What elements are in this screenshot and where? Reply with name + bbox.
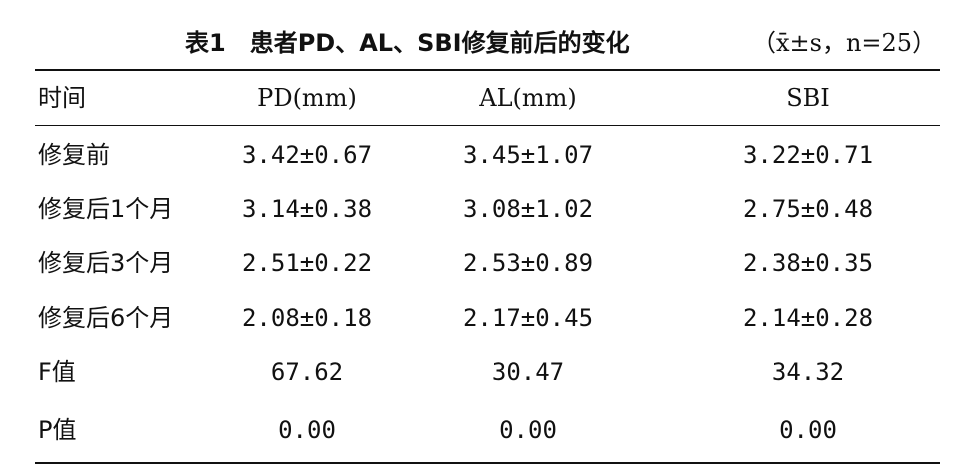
table-cell: AL(mm): [479, 84, 577, 112]
table-cell: 2.14±0.28: [742, 304, 874, 332]
table-cell: 2.53±0.89: [462, 249, 594, 277]
table-cell: 3.22±0.71: [742, 141, 874, 169]
table-cell: 2.08±0.18: [241, 304, 373, 332]
table-cell: 3.45±1.07: [462, 141, 594, 169]
table-cell: 3.08±1.02: [462, 195, 594, 223]
table-cell: 2.38±0.35: [742, 249, 874, 277]
table-cell: 2.75±0.48: [742, 195, 874, 223]
table-cell: 0.00: [278, 416, 336, 444]
table-cell: 0.00: [779, 416, 837, 444]
table-title: 表1 患者PD、AL、SBI修复前后的变化: [185, 29, 630, 57]
table-cell: 0.00: [499, 416, 557, 444]
table-cell: 30.47: [491, 358, 565, 386]
table-note: （x̄±s，n=25）: [752, 29, 937, 57]
table-cell: 3.42±0.67: [241, 141, 373, 169]
table-cell: 修复后3个月: [38, 249, 174, 277]
table-cell: 2.51±0.22: [241, 249, 373, 277]
table-cell: 修复后1个月: [38, 195, 174, 223]
table-cell: F值: [38, 358, 76, 386]
header-rule: [35, 125, 940, 126]
table-cell: 修复后6个月: [38, 304, 174, 332]
table-cell: SBI: [786, 84, 830, 112]
table-cell: PD(mm): [257, 84, 357, 112]
table-cell: 时间: [38, 84, 86, 112]
top-rule: [35, 69, 940, 71]
table-cell: 2.17±0.45: [462, 304, 594, 332]
bottom-rule: [35, 462, 940, 464]
table-cell: 67.62: [270, 358, 344, 386]
table-cell: P值: [38, 416, 77, 444]
table-cell: 修复前: [38, 141, 110, 169]
table-cell: 34.32: [771, 358, 845, 386]
table-cell: 3.14±0.38: [241, 195, 373, 223]
